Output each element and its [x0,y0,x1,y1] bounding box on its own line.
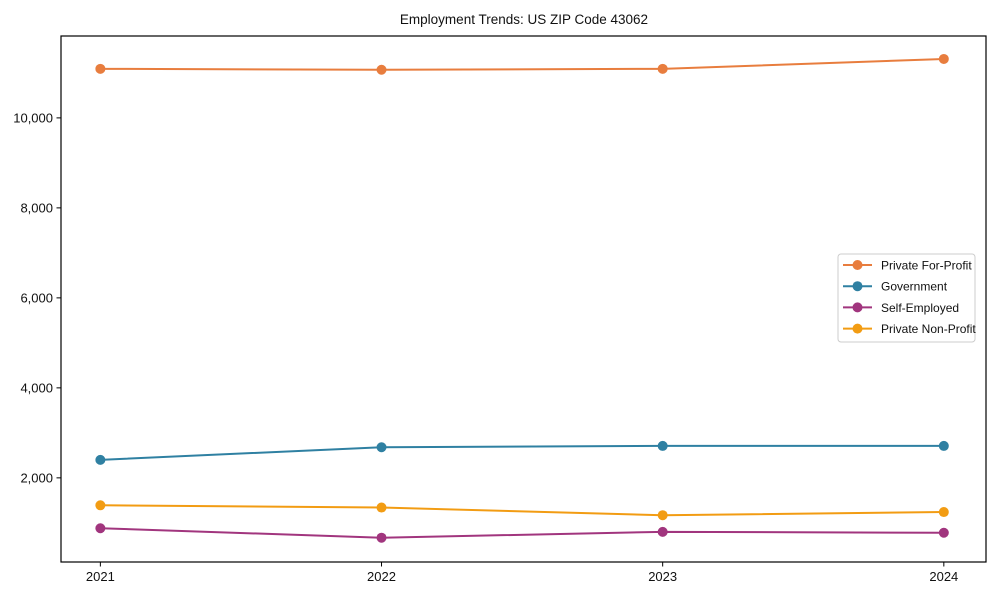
data-point-private-non-profit-2023 [657,510,668,521]
y-tick-label: 4,000 [20,380,53,395]
legend-item-label: Self-Employed [881,301,959,315]
data-point-self-employed-2021 [95,523,106,534]
plot-border [60,35,987,563]
data-point-private-non-profit-2021 [95,500,106,511]
legend-item-private-for-profit: Private For-Profit [843,259,972,273]
y-tick-label: 10,000 [13,110,53,125]
y-tick-label: 8,000 [20,200,53,215]
data-point-government-2023 [657,440,668,451]
legend-marker-dot [852,302,863,313]
legend-box [837,253,976,343]
data-point-private-for-profit-2022 [376,64,387,75]
data-point-self-employed-2024 [938,527,949,538]
legend-item-label: Government [881,280,948,294]
series-line-self-employed [100,527,944,539]
data-point-private-non-profit-2022 [376,502,387,513]
legend-item-label: Private Non-Profit [881,322,976,336]
data-point-private-for-profit-2023 [657,63,668,74]
legend-item-self-employed: Self-Employed [843,301,959,315]
x-tick-label: 2021 [86,569,115,584]
series-line-government [100,444,944,461]
legend-item-label: Private For-Profit [881,259,972,273]
data-point-private-for-profit-2024 [938,53,949,64]
data-point-self-employed-2023 [657,526,668,537]
legend-marker-dot [852,323,863,334]
y-tick-label: 2,000 [20,470,53,485]
data-point-government-2022 [376,442,387,453]
data-point-government-2024 [938,440,949,451]
y-tick-label: 6,000 [20,290,53,305]
legend-item-private-non-profit: Private Non-Profit [843,322,976,336]
x-tick-label: 2023 [648,569,677,584]
data-point-private-for-profit-2021 [95,63,106,74]
x-tick-label: 2024 [929,569,958,584]
data-point-government-2021 [95,454,106,465]
legend-item-government: Government [843,280,948,294]
x-tick-label: 2022 [367,569,396,584]
data-point-private-non-profit-2024 [938,507,949,518]
legend: Private For-Profit Government Self-Employe… [837,253,976,343]
legend-marker-dot [852,260,863,270]
series-line-private-for-profit [100,57,944,71]
data-point-self-employed-2022 [376,532,387,543]
legend-marker-dot [852,281,863,292]
chart-title: Employment Trends: US ZIP Code 43062 [400,12,648,27]
series-line-private-non-profit [100,504,944,517]
plot-layer: 2,000 4,000 6,000 8,000 10,000 2021 2022 2023 20… [13,35,987,584]
